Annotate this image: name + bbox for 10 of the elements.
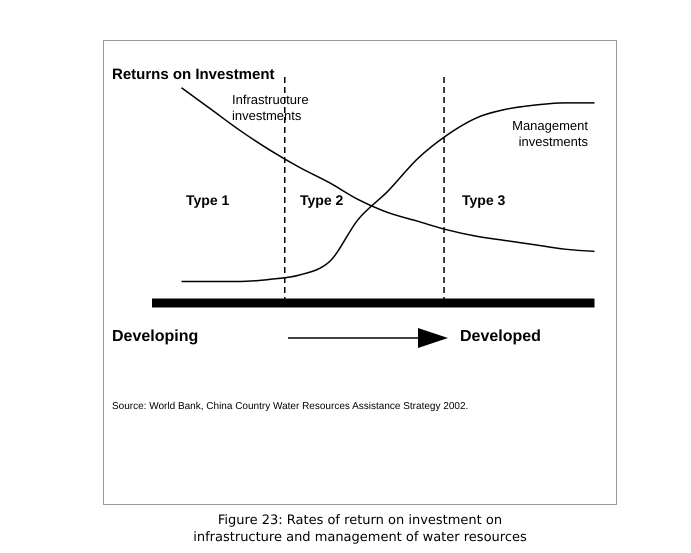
y-axis-title: Returns on Investment [112, 66, 275, 83]
source-note: Source: World Bank, China Country Water Resources Assistance Strategy 2002. [112, 400, 470, 413]
annotation: Type 3 [462, 192, 506, 208]
text: Developing [112, 328, 198, 346]
series-label: Infrastructure investments [232, 92, 310, 124]
caption: Figure 23: Rates of return on investment on infrastructure and management of water resources [192, 512, 528, 546]
annotation: Type 1 [186, 192, 230, 208]
annotation: Type 2 [300, 192, 344, 208]
series-label: Management investments [511, 118, 588, 150]
text: Developed [460, 328, 541, 346]
